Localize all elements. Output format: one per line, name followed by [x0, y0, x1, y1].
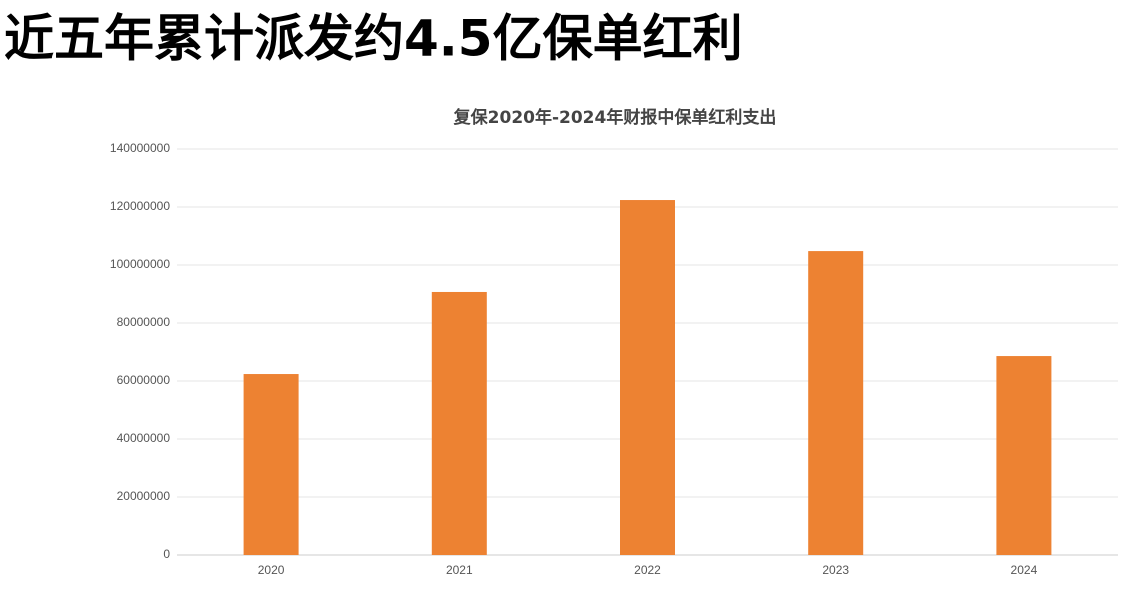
chart-title: 复保2020年-2024年财报中保单红利支出 — [453, 107, 777, 128]
bar — [996, 356, 1052, 555]
headline: 近五年累计派发约4.5亿保单红利 — [4, 10, 743, 68]
y-tick-label: 60000000 — [117, 373, 171, 387]
y-tick-label: 20000000 — [117, 489, 171, 503]
x-tick-label: 2024 — [1011, 563, 1038, 577]
x-tick-label: 2022 — [634, 563, 661, 577]
bar — [620, 200, 675, 556]
y-tick-label: 0 — [163, 547, 170, 561]
y-tick-label: 120000000 — [110, 199, 170, 213]
x-tick-label: 2020 — [258, 563, 285, 577]
x-tick-label: 2023 — [822, 563, 849, 577]
bar — [808, 251, 864, 555]
x-tick-label: 2021 — [446, 563, 473, 577]
y-tick-label: 100000000 — [110, 257, 170, 271]
y-tick-label: 80000000 — [117, 315, 171, 329]
bar — [243, 374, 299, 555]
bar — [431, 291, 487, 555]
y-tick-label: 40000000 — [117, 431, 171, 445]
y-tick-label: 140000000 — [110, 141, 170, 155]
